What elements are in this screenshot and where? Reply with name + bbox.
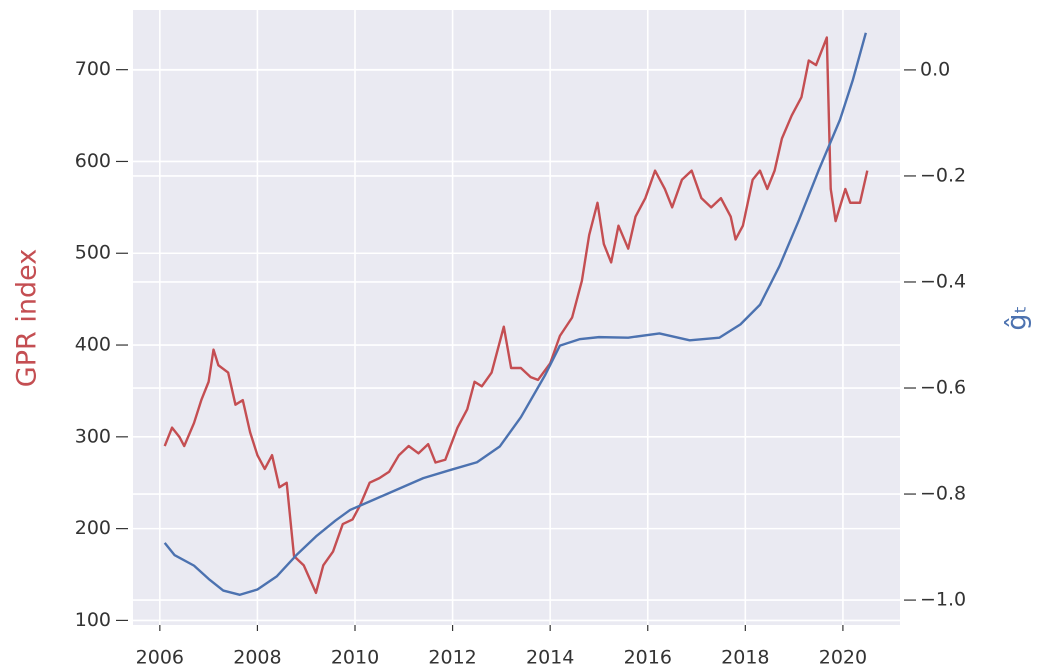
x-tick-label: 2014 (526, 647, 574, 669)
y-tick-label: 600 (75, 150, 111, 172)
y-tick-label: 200 (75, 517, 111, 539)
x-tick-label: 2016 (624, 647, 672, 669)
y-tick-label: 500 (75, 242, 111, 264)
x-tick-label: 2012 (428, 647, 476, 669)
marks (163, 32, 869, 596)
x-tick-label: 2018 (721, 647, 769, 669)
y-tick-label: 700 (75, 58, 111, 80)
y2-tick-label: −0.2 (920, 164, 966, 186)
y2-tick-label: −0.4 (920, 270, 966, 292)
y2-axis-label: ĝₜ (1002, 305, 1033, 330)
x-tick-label: 2006 (136, 647, 184, 669)
series-line (163, 32, 868, 596)
x-tick-label: 2020 (819, 647, 867, 669)
x-tick-label: 2010 (331, 647, 379, 669)
y2-tick-label: −0.6 (920, 377, 966, 399)
y-axis-label: GPR index (12, 249, 43, 387)
grid (133, 10, 900, 625)
series-line (163, 36, 869, 595)
y-tick-label: 400 (75, 334, 111, 356)
x-tick-label: 2008 (233, 647, 281, 669)
y-tick-label: 100 (75, 609, 111, 631)
plot-area (133, 10, 900, 625)
y2-tick-label: −1.0 (920, 589, 966, 611)
y-tick-label: 300 (75, 425, 111, 447)
y2-tick-label: −0.8 (920, 483, 966, 505)
y2-tick-label: 0.0 (920, 58, 950, 80)
